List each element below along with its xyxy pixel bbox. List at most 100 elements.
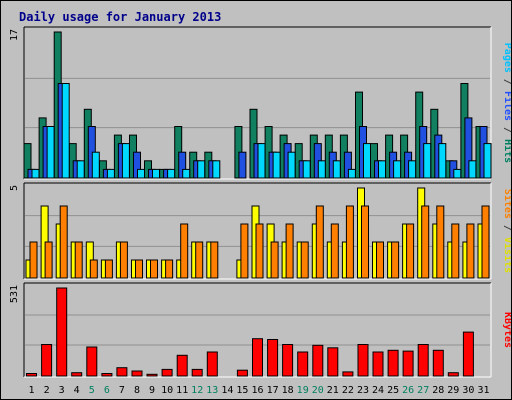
bar-kbytes-day-9 [146, 373, 158, 377]
bar-kbytes-day-8 [131, 370, 143, 377]
bar-kbytes-day-4 [71, 372, 83, 377]
x-tick-label-day-16: 16 [251, 385, 263, 396]
bar-sites-day-22 [345, 205, 354, 279]
bar-pages-day-16 [257, 143, 266, 179]
bar-pages-day-19 [302, 160, 311, 179]
bar-pages-day-7 [121, 143, 130, 179]
bar-sites-day-29 [451, 223, 460, 279]
legend-part: / [502, 73, 511, 91]
bar-pages-day-13 [212, 160, 221, 179]
x-tick-label-day-25: 25 [387, 385, 399, 396]
bar-sites-day-8 [135, 259, 143, 279]
bar-kbytes-day-11 [176, 354, 188, 377]
bar-pages-day-12 [197, 160, 206, 179]
bar-pages-day-9 [152, 168, 160, 179]
x-tick-label-day-28: 28 [432, 385, 444, 396]
bar-sites-day-15 [240, 223, 249, 279]
bar-kbytes-day-15 [236, 369, 248, 377]
bar-pages-day-17 [272, 151, 281, 179]
bar-sites-day-1 [29, 241, 38, 279]
bar-kbytes-day-29 [447, 372, 459, 377]
bar-pages-day-10 [167, 168, 176, 179]
bar-sites-day-9 [150, 259, 158, 279]
bar-sites-day-6 [104, 259, 113, 279]
bar-pages-day-23 [363, 143, 371, 179]
bar-kbytes-day-26 [402, 350, 414, 377]
bar-kbytes-day-23 [357, 344, 369, 377]
bar-sites-day-25 [391, 241, 400, 279]
bar-kbytes-day-6 [101, 373, 113, 377]
x-tick-label-day-3: 3 [59, 385, 65, 396]
bar-sites-day-3 [59, 205, 68, 279]
bar-sites-day-31 [481, 205, 490, 279]
bar-kbytes-day-5 [86, 346, 98, 377]
panel-legend: KBytes [502, 312, 511, 348]
bar-kbytes-day-30 [462, 331, 474, 377]
x-tick-label-day-22: 22 [342, 385, 354, 396]
bar-sites-day-26 [406, 223, 415, 279]
bar-pages-day-31 [483, 143, 492, 179]
legend-part: Pages [502, 43, 511, 73]
series-pages [31, 83, 492, 179]
legend-part: Hits [502, 139, 511, 163]
bar-pages-day-1 [31, 168, 40, 179]
bar-pages-day-18 [287, 151, 296, 179]
y-max-tick-label: 17 [9, 29, 20, 41]
bar-pages-day-24 [378, 160, 386, 179]
bar-sites-day-19 [300, 241, 309, 279]
x-tick-label-day-15: 15 [236, 385, 248, 396]
bar-kbytes-day-27 [417, 344, 429, 377]
bar-kbytes-day-12 [191, 368, 203, 377]
x-tick-label-day-5: 5 [89, 385, 95, 396]
bar-kbytes-day-25 [387, 349, 399, 377]
bar-sites-day-7 [119, 241, 128, 279]
bar-sites-day-16 [255, 223, 264, 279]
x-tick-label-day-26: 26 [402, 385, 414, 396]
bar-files-day-15 [238, 151, 247, 179]
x-tick-label-day-24: 24 [372, 385, 384, 396]
bar-kbytes-day-28 [432, 349, 444, 377]
bar-kbytes-day-19 [297, 351, 309, 377]
panel-bottom: 531 KBytes [9, 282, 511, 378]
panel-top: 17 Pages / Files / Hits [9, 26, 511, 180]
x-tick-label-day-2: 2 [44, 385, 50, 396]
y-max-tick-label: 531 [9, 285, 20, 303]
panel-legend: Sites / Visits [502, 189, 511, 273]
bar-sites-day-11 [180, 223, 189, 279]
x-tick-label-day-27: 27 [417, 385, 429, 396]
legend-part: / [502, 219, 511, 237]
bar-pages-day-25 [393, 160, 402, 179]
bar-pages-day-21 [332, 160, 341, 179]
x-tick-label-day-9: 9 [149, 385, 155, 396]
x-tick-label-day-6: 6 [104, 385, 110, 396]
panel-legend: Pages / Files / Hits [502, 43, 511, 163]
bar-sites-day-12 [195, 241, 204, 279]
series-sites [29, 205, 490, 279]
x-tick-label-day-10: 10 [161, 385, 173, 396]
x-tick-label-day-1: 1 [28, 385, 34, 396]
x-tick-label-day-4: 4 [74, 385, 80, 396]
x-tick-label-day-20: 20 [312, 385, 324, 396]
bar-pages-day-5 [91, 151, 100, 179]
x-tick-label-day-21: 21 [327, 385, 339, 396]
series-kbytes [26, 287, 474, 377]
bar-sites-day-23 [361, 205, 369, 279]
panel-middle: 5 Sites / Visits [9, 182, 511, 280]
bar-sites-day-28 [436, 205, 445, 279]
bar-kbytes-day-1 [26, 373, 37, 377]
bar-kbytes-day-24 [372, 351, 384, 377]
bar-kbytes-day-22 [342, 371, 354, 377]
bar-pages-day-22 [347, 168, 356, 179]
bar-pages-day-4 [76, 160, 85, 179]
bar-sites-day-24 [376, 241, 384, 279]
x-tick-label-day-8: 8 [134, 385, 140, 396]
bar-sites-day-13 [210, 241, 219, 279]
bar-pages-day-8 [137, 168, 145, 179]
bar-kbytes-day-7 [116, 367, 128, 377]
x-tick-label-day-18: 18 [282, 385, 294, 396]
bar-sites-day-4 [74, 241, 83, 279]
bar-sites-day-18 [285, 223, 294, 279]
bar-pages-day-29 [453, 168, 462, 179]
